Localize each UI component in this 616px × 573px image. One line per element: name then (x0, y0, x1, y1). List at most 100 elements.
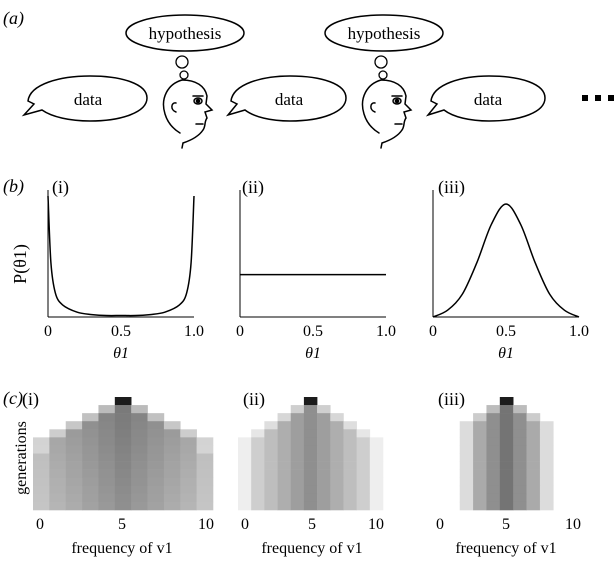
heatmap-cell (147, 437, 165, 446)
tick-label: 0 (436, 516, 444, 533)
heatmap-cell (264, 421, 278, 430)
heatmap-cell (163, 477, 181, 487)
heatmap-cell (98, 477, 116, 487)
heatmap-cell (251, 437, 265, 446)
heatmap-cell (180, 445, 197, 454)
data-speech-bubble-1: data (21, 75, 148, 122)
heatmap-cell (343, 421, 357, 430)
heatmap-cell (33, 469, 50, 479)
heatmap-cell (303, 485, 318, 495)
heatmap-cell (513, 405, 527, 414)
heatmap-cell (526, 413, 541, 422)
heatmap-cell (499, 477, 514, 487)
heatmap-cell (131, 469, 148, 479)
heatmap-cell (131, 413, 148, 422)
heatmap-cell (264, 445, 278, 454)
heatmap-cell (539, 429, 554, 438)
u-shaped-curve (47, 195, 195, 317)
hypothesis-thought-bubble-2: hypothesis (324, 14, 444, 80)
heatmap-cell (356, 453, 371, 462)
panel-c: (c) generations (i) 0 5 10 frequency of … (3, 388, 581, 557)
heatmap-cell (486, 437, 501, 446)
heatmap-cell (343, 485, 357, 495)
heatmap-cell (499, 485, 514, 495)
panel-c-ylabel: generations (13, 421, 30, 495)
heatmap-cell (473, 477, 487, 487)
heatmap-cell (82, 421, 99, 430)
heatmap-cell (264, 501, 278, 511)
data-speech-bubble-3: data (425, 75, 546, 122)
heatmap-cell (147, 493, 165, 503)
heatmap-cell (473, 493, 487, 503)
heatmap-cell (317, 461, 331, 470)
heatmap-cell (317, 469, 331, 479)
heatmap-cell (65, 485, 83, 495)
heatmap-cell (513, 437, 527, 446)
heatmap-cell (343, 429, 357, 438)
heatmap-cell (33, 477, 50, 487)
heatmap-cell (98, 437, 116, 446)
heatmap-cell (290, 477, 305, 487)
heatmap-cell (290, 469, 305, 479)
hypothesis-label-1: hypothesis (149, 24, 222, 43)
heatmap-cell (290, 437, 305, 446)
panel-b-subplot-iii: (iii) 0 0.5 1.0 θ1 (429, 177, 589, 362)
heatmap-cell (486, 405, 501, 414)
heatmap-cell (147, 501, 165, 511)
heatmap-cell (513, 469, 527, 479)
heatmap-cell (290, 453, 305, 462)
heatmap-cell (277, 429, 292, 438)
heatmap-cell (459, 461, 474, 470)
heatmap-cell (65, 445, 83, 454)
heatmap-cell (264, 453, 278, 462)
heatmap-cell (513, 445, 527, 454)
heatmap-cell (264, 437, 278, 446)
heatmap-cell (486, 453, 501, 462)
heatmap-cell (277, 453, 292, 462)
heatmap-cell (65, 493, 83, 503)
heatmap-cell (369, 493, 384, 503)
heatmap-cell (526, 485, 541, 495)
heatmap-cell (98, 413, 116, 422)
heatmap-cell (238, 461, 252, 470)
bell-shaped-curve (432, 203, 580, 318)
heatmap-cell (251, 453, 265, 462)
heatmap-cell (526, 477, 541, 487)
heatmap-cell (513, 493, 527, 503)
heatmap-cell (65, 501, 83, 511)
heatmap-cell (163, 437, 181, 446)
heatmap-cell (459, 501, 474, 511)
heatmap-cell (290, 461, 305, 470)
heatmap-cell (163, 461, 181, 470)
heatmap-cell (303, 469, 318, 479)
heatmap-cell (330, 485, 344, 495)
heatmap-cell (82, 461, 99, 470)
panel-b-label: (b) (3, 176, 24, 197)
panel-a-label: (a) (3, 8, 24, 29)
heatmap-cell (499, 405, 514, 414)
heatmap-cell (499, 461, 514, 470)
heatmap-cell (147, 445, 165, 454)
heatmap-cell (163, 485, 181, 495)
heatmap-cell (343, 477, 357, 487)
heatmap-cell (180, 501, 197, 511)
heatmap-cell (539, 493, 554, 503)
heatmap-cell (114, 477, 132, 487)
heatmap-cell (98, 453, 116, 462)
heatmap-cell (473, 421, 487, 430)
heatmap-cell (513, 421, 527, 430)
heatmap-cell (526, 461, 541, 470)
heatmap-cell (163, 501, 181, 511)
panel-c-subplot-iii: (iii) 0 5 10 frequency of v1 (436, 389, 581, 557)
heatmap-cell (459, 421, 474, 430)
heatmap-cell (539, 445, 554, 454)
heatmap-cell (486, 493, 501, 503)
heatmap-cell (65, 437, 83, 446)
heatmap-cell (49, 469, 67, 479)
heatmap-cell (163, 429, 181, 438)
data-label-2: data (275, 90, 304, 109)
heatmap-cell (180, 493, 197, 503)
heatmap-cell (303, 421, 318, 430)
heatmap-cell (147, 469, 165, 479)
tick-label: 0.5 (111, 323, 131, 340)
